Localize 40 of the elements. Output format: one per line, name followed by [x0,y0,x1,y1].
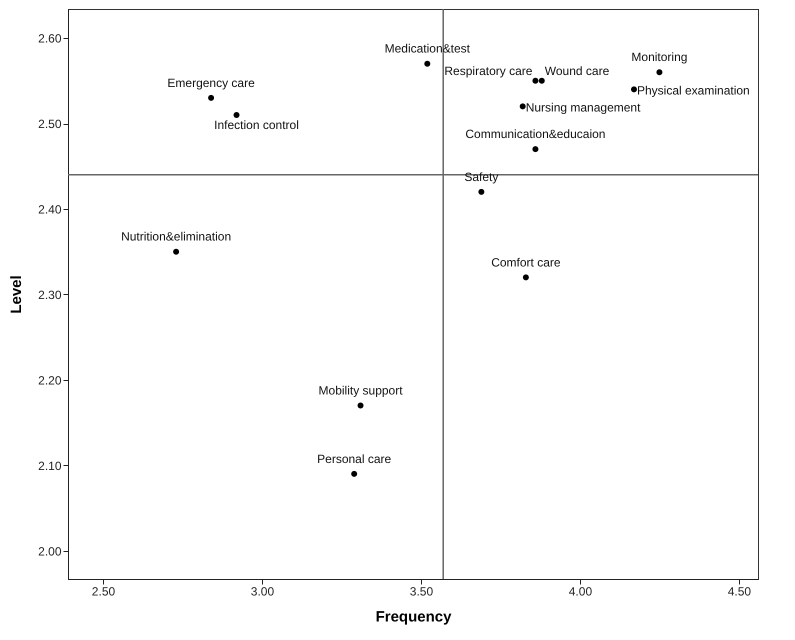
y-tick-label: 2.50 [38,117,62,132]
x-tick-label: 4.00 [568,584,592,598]
point [424,60,430,67]
annotation: Emergency care [167,76,256,90]
annotation: Wound care [544,64,610,78]
x-tick-label: 3.50 [410,584,434,598]
annotation: Infection control [214,118,299,132]
point [656,69,662,76]
point [358,402,364,409]
point [234,112,240,118]
x-axis-title: Frequency [376,608,452,626]
x-tick-label: 4.50 [728,584,752,598]
annotation: Monitoring [631,50,688,64]
x-tick-label: 2.50 [92,584,116,598]
point [532,78,538,84]
point [351,470,358,477]
annotation: Comfort care [491,255,561,270]
annotation: Nursing management [526,100,642,114]
annotation: Mobility support [318,384,404,398]
y-tick-label: 2.30 [38,288,62,302]
y-axis-title: Level [8,275,26,314]
annotation: Respiratory care [444,64,533,78]
point [173,248,180,255]
annotation: Nutrition&elimination [121,230,232,244]
y-tick-label: 2.10 [38,458,62,473]
y-tick-label: 2.60 [38,32,62,46]
y-tick-label: 2.00 [38,544,62,558]
y-tick-label: 2.20 [38,373,62,388]
annotation: Communication&educaion [465,127,606,142]
point [208,94,214,101]
point [522,274,529,280]
annotation: Physical examination [636,83,750,98]
annotation: Personal care [317,452,392,466]
y-tick-label: 2.40 [38,202,62,216]
point [532,146,538,152]
point [520,103,526,110]
point [630,86,637,92]
point [478,188,484,195]
point [538,78,545,84]
x-tick-label: 3.00 [250,584,274,598]
